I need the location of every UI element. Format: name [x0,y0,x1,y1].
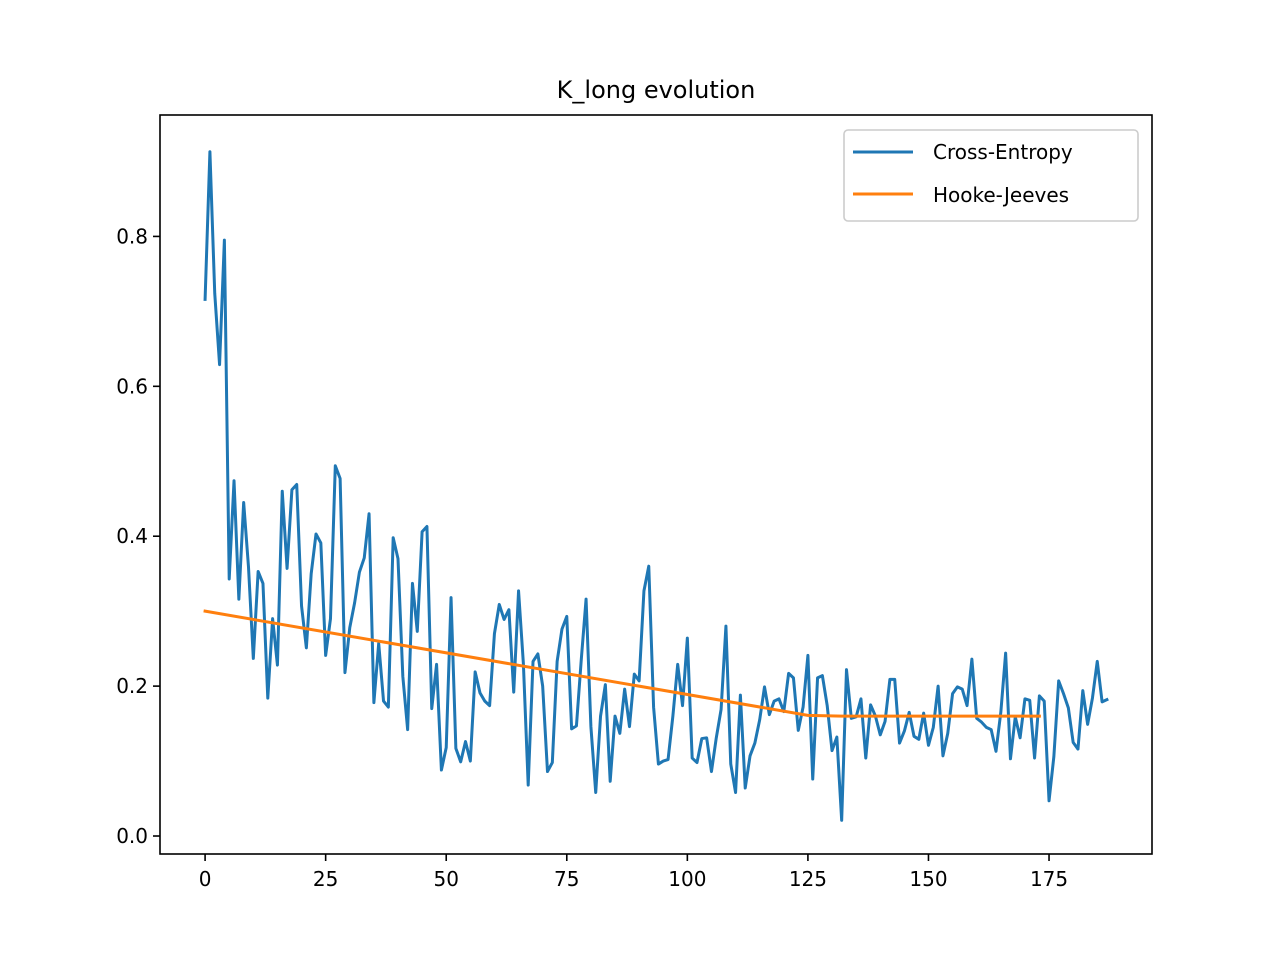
plot-frame [159,114,1153,855]
plot-lines [203,150,1109,822]
legend: Cross-Entropy Hooke-Jeeves [843,129,1139,222]
series-line-cross-entropy [203,150,1109,822]
y-tick-label: 0.0 [116,824,148,848]
series-line-hooke-jeeves [203,609,1041,718]
x-tick-label: 75 [554,867,579,891]
legend-box [843,129,1139,222]
y-tick-label: 0.6 [116,374,148,398]
x-tick-label: 175 [1030,867,1068,891]
y-axis: 0.0 0.2 0.4 0.6 0.8 [116,224,160,848]
y-tick-label: 0.8 [116,224,148,248]
x-tick-label: 100 [668,867,706,891]
x-tick-label: 150 [909,867,947,891]
x-axis: 0 25 50 75 100 125 150 175 [199,854,1068,891]
y-tick-label: 0.2 [116,674,148,698]
chart-title: K_long evolution [557,76,756,104]
x-tick-label: 50 [433,867,458,891]
x-tick-label: 0 [199,867,212,891]
x-tick-label: 25 [313,867,338,891]
legend-label-cross-entropy: Cross-Entropy [933,140,1073,164]
legend-label-hooke-jeeves: Hooke-Jeeves [933,183,1069,207]
y-tick-label: 0.4 [116,524,148,548]
x-tick-label: 125 [789,867,827,891]
